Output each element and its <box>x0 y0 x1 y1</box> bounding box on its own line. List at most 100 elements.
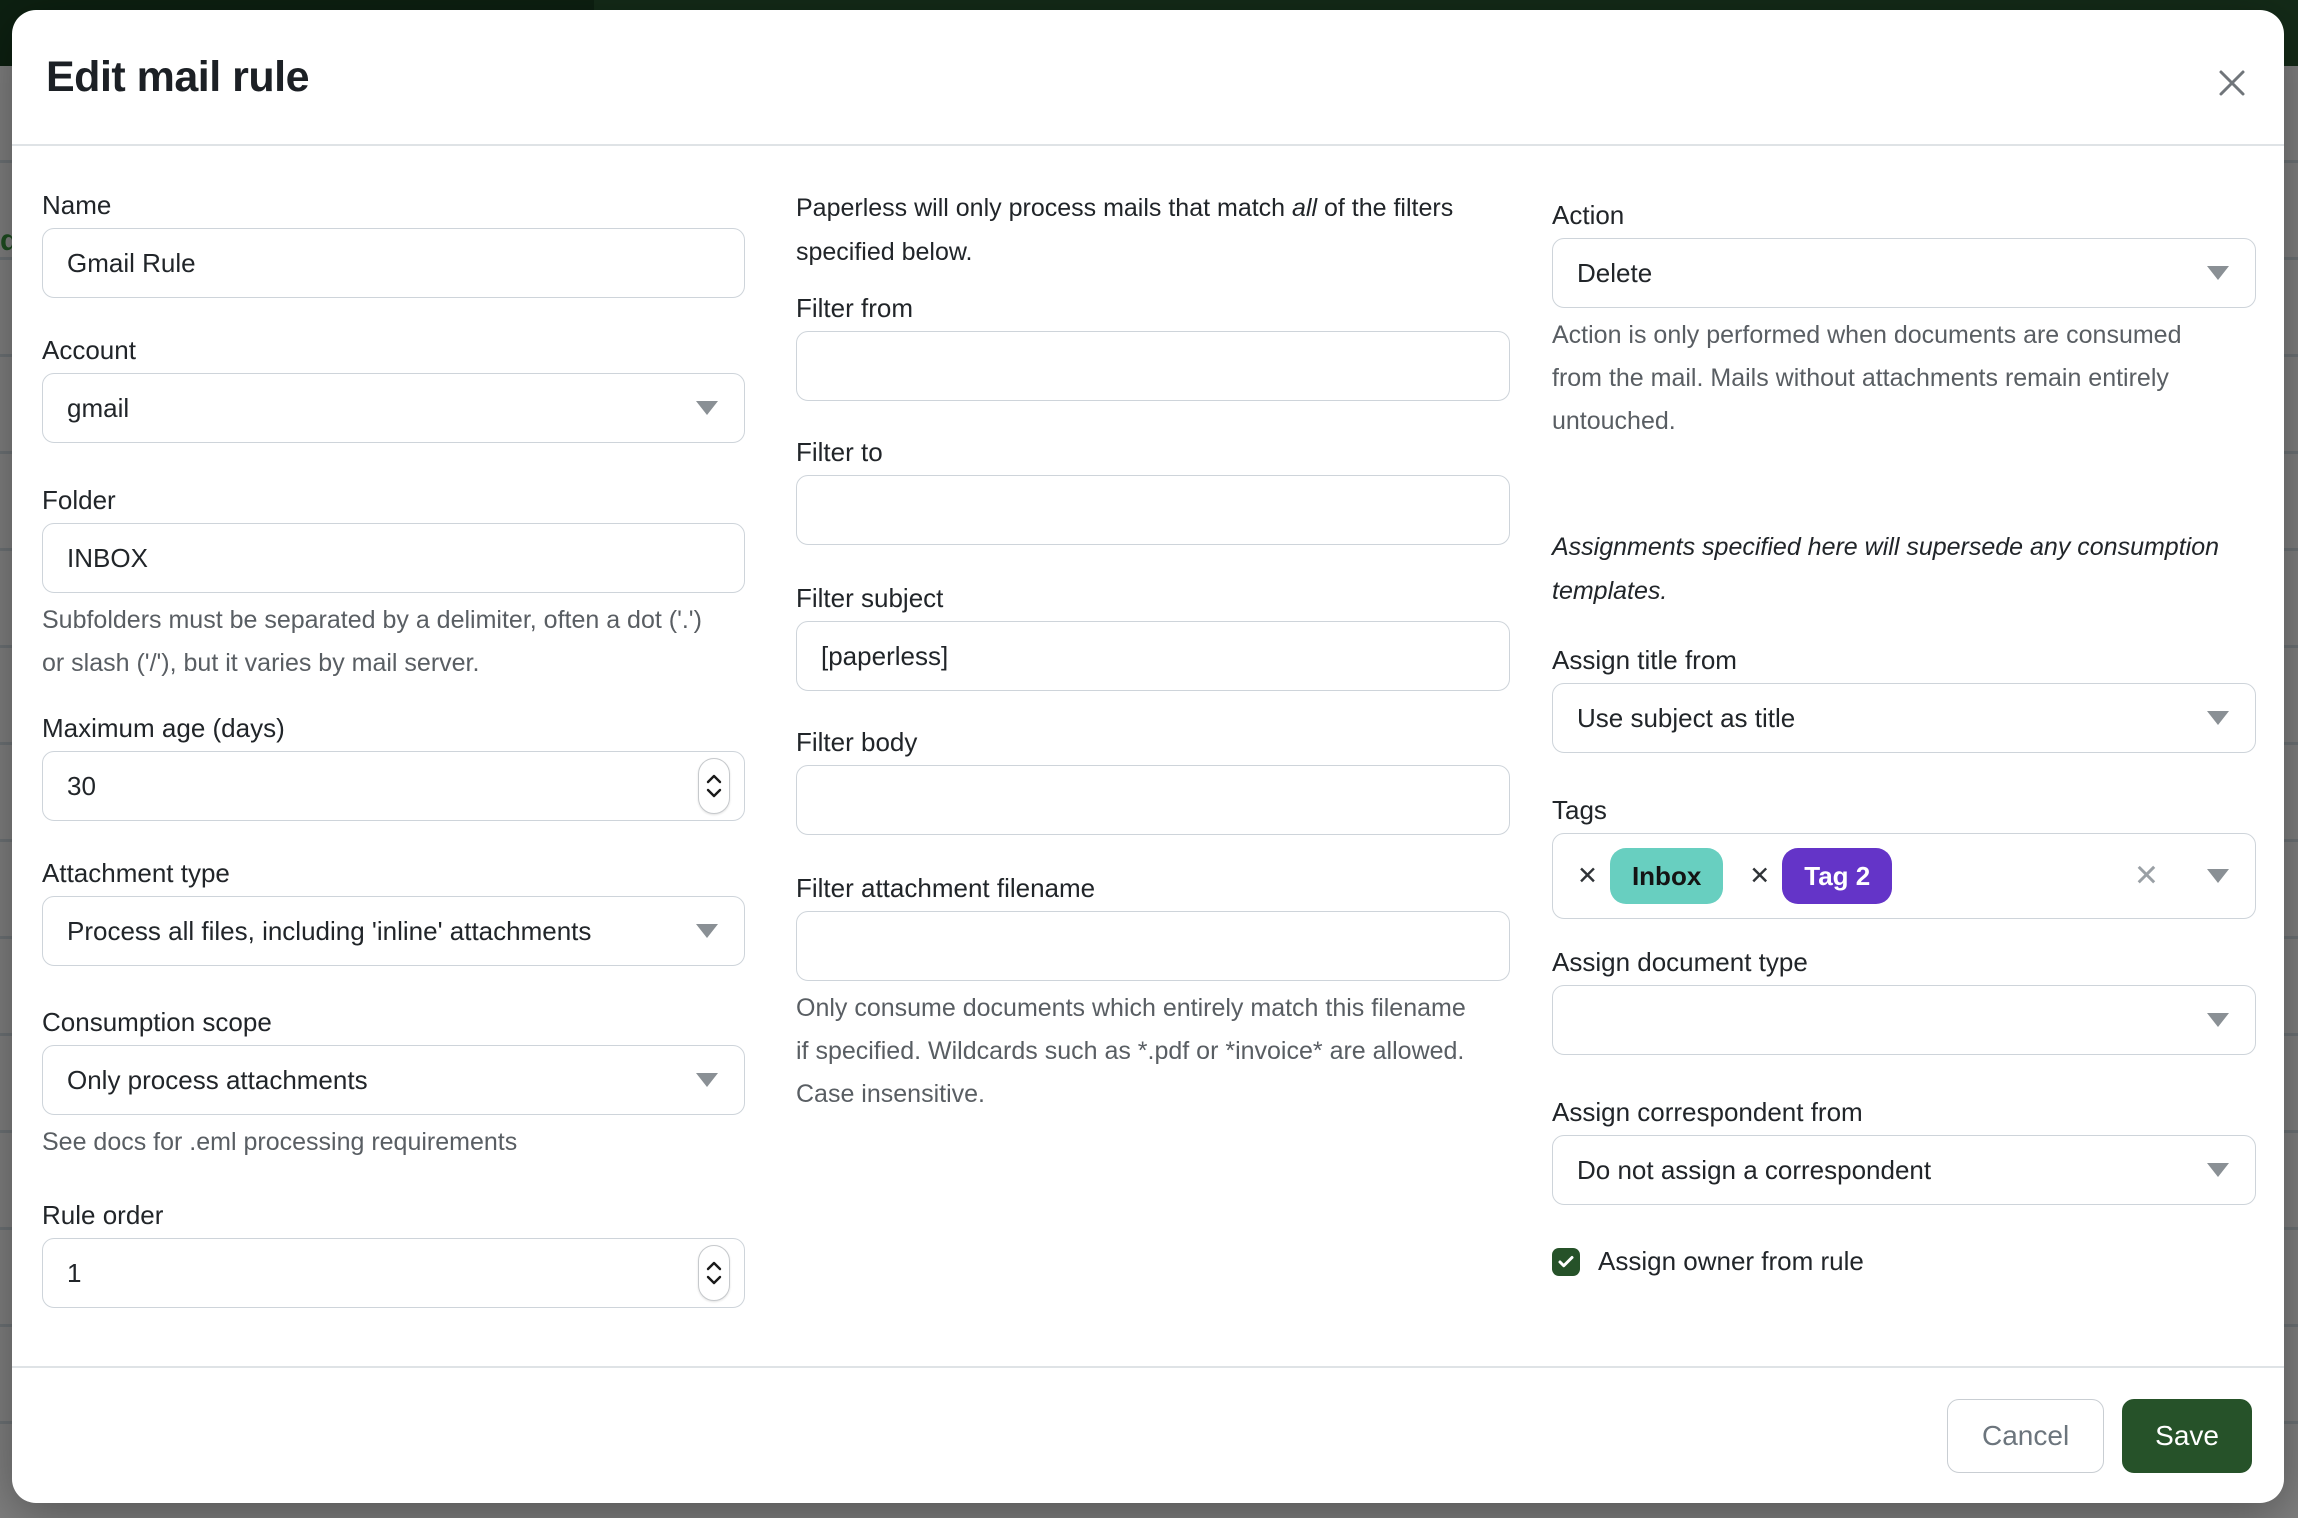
attachment-type-group: Attachment type Process all files, inclu… <box>42 856 745 966</box>
chevron-down-icon <box>2207 1163 2229 1177</box>
filter-subject-label: Filter subject <box>796 583 944 613</box>
action-label: Action <box>1552 200 1625 230</box>
max-age-input[interactable]: 30 <box>42 751 745 821</box>
filter-to-group: Filter to <box>796 435 1510 545</box>
chevron-down-icon <box>2207 266 2229 280</box>
assign-owner-group: Assign owner from rule <box>1552 1246 2256 1277</box>
clear-all-icon[interactable]: ✕ <box>2133 859 2159 893</box>
rule-order-group: Rule order 1 <box>42 1198 745 1308</box>
assign-doctype-select[interactable] <box>1552 985 2256 1055</box>
account-group: Account gmail <box>42 333 745 443</box>
remove-tag-icon[interactable]: ✕ <box>1577 862 1598 890</box>
assignments-note: Assignments specified here will supersed… <box>1552 525 2256 613</box>
background-page-right <box>2284 66 2298 1518</box>
dialog-title: Edit mail rule <box>46 52 310 101</box>
chevron-up-icon <box>706 774 722 784</box>
tags-select[interactable]: ✕ Inbox ✕ Tag 2 ✕ <box>1552 833 2256 919</box>
chevron-up-icon <box>706 1261 722 1271</box>
assign-owner-checkbox[interactable] <box>1552 1247 1580 1276</box>
filters-intro-line2: specified below. <box>796 238 973 266</box>
attachment-type-label: Attachment type <box>42 858 230 888</box>
tag-chip: Tag 2 <box>1782 848 1893 904</box>
assign-correspondent-select[interactable]: Do not assign a correspondent <box>1552 1135 2256 1205</box>
close-button[interactable] <box>2210 62 2254 106</box>
filter-filename-group: Filter attachment filename Only consume … <box>796 871 1510 1116</box>
filter-from-input[interactable] <box>796 331 1510 401</box>
assign-correspondent-group: Assign correspondent from Do not assign … <box>1552 1095 2256 1205</box>
tags-group: Tags ✕ Inbox ✕ Tag 2 ✕ <box>1552 793 2256 919</box>
assignments-note-line: templates. <box>1552 577 1668 605</box>
consumption-scope-label: Consumption scope <box>42 1007 272 1037</box>
action-group: Action Delete Action is only performed w… <box>1552 198 2256 443</box>
dialog-footer: Cancel Save <box>12 1366 2284 1503</box>
number-stepper[interactable] <box>698 1245 730 1301</box>
filter-filename-help-line: Only consume documents which entirely ma… <box>796 994 1466 1022</box>
assign-doctype-group: Assign document type <box>1552 945 2256 1055</box>
chevron-down-icon <box>706 1275 722 1285</box>
assign-title-value: Use subject as title <box>1577 702 1796 733</box>
folder-label: Folder <box>42 485 116 515</box>
filter-to-label: Filter to <box>796 437 883 467</box>
filters-intro-line1: Paperless will only process mails that m… <box>796 194 1454 222</box>
edit-mail-rule-dialog: Edit mail rule Name Gmail Rule Account g… <box>12 10 2284 1503</box>
folder-group: Folder INBOX Subfolders must be separate… <box>42 483 745 685</box>
chevron-down-icon <box>696 924 718 938</box>
close-icon <box>2217 68 2247 101</box>
chevron-down-icon <box>696 401 718 415</box>
rule-order-value: 1 <box>67 1257 82 1288</box>
filter-body-input[interactable] <box>796 765 1510 835</box>
rule-order-input[interactable]: 1 <box>42 1238 745 1308</box>
action-select[interactable]: Delete <box>1552 238 2256 308</box>
save-button[interactable]: Save <box>2122 1398 2252 1473</box>
filter-to-input[interactable] <box>796 475 1510 545</box>
action-help-line: from the mail. Mails without attachments… <box>1552 364 2169 392</box>
filter-filename-help-line: if specified. Wildcards such as *.pdf or… <box>796 1037 1465 1065</box>
max-age-value: 30 <box>67 770 96 801</box>
action-help-line: untouched. <box>1552 407 1676 435</box>
chevron-down-icon <box>2207 711 2229 725</box>
filter-from-group: Filter from <box>796 291 1510 401</box>
account-value: gmail <box>67 392 130 423</box>
consumption-scope-value: Only process attachments <box>67 1064 368 1095</box>
cancel-button[interactable]: Cancel <box>1947 1398 2105 1473</box>
consumption-scope-help: See docs for .eml processing requirement… <box>42 1128 518 1156</box>
folder-help-line: or slash ('/'), but it varies by mail se… <box>42 649 480 677</box>
tags-label: Tags <box>1552 795 1607 825</box>
filter-subject-group: Filter subject [paperless] <box>796 581 1510 691</box>
folder-help: Subfolders must be separated by a delimi… <box>42 599 745 685</box>
filter-filename-input[interactable] <box>796 911 1510 981</box>
chevron-down-icon <box>2207 1013 2229 1027</box>
remove-tag-icon[interactable]: ✕ <box>1749 862 1771 890</box>
assign-title-select[interactable]: Use subject as title <box>1552 683 2256 753</box>
max-age-group: Maximum age (days) 30 <box>42 711 745 821</box>
account-select[interactable]: gmail <box>42 373 745 443</box>
rule-order-label: Rule order <box>42 1200 164 1230</box>
attachment-type-select[interactable]: Process all files, including 'inline' at… <box>42 896 745 966</box>
filter-subject-input[interactable]: [paperless] <box>796 621 1510 691</box>
filter-filename-help: Only consume documents which entirely ma… <box>796 987 1510 1116</box>
assign-correspondent-value: Do not assign a correspondent <box>1577 1154 1932 1185</box>
consumption-scope-group: Consumption scope Only process attachmen… <box>42 1005 745 1164</box>
filter-filename-help-line: Case insensitive. <box>796 1080 985 1108</box>
tag-chip: Inbox <box>1609 848 1724 904</box>
assign-title-label: Assign title from <box>1552 645 1737 675</box>
assign-owner-label: Assign owner from rule <box>1598 1246 1864 1276</box>
action-value: Delete <box>1577 257 1653 288</box>
attachment-type-value: Process all files, including 'inline' at… <box>67 915 592 946</box>
folder-input[interactable]: INBOX <box>42 523 745 593</box>
action-help: Action is only performed when documents … <box>1552 314 2256 443</box>
assignments-note-line: Assignments specified here will supersed… <box>1552 533 2220 561</box>
number-stepper[interactable] <box>698 758 730 814</box>
assign-title-group: Assign title from Use subject as title <box>1552 643 2256 753</box>
background-page-left <box>0 66 12 1518</box>
assign-doctype-label: Assign document type <box>1552 947 1808 977</box>
filter-filename-label: Filter attachment filename <box>796 873 1096 903</box>
consumption-scope-select[interactable]: Only process attachments <box>42 1045 745 1115</box>
max-age-label: Maximum age (days) <box>42 713 285 743</box>
folder-help-line: Subfolders must be separated by a delimi… <box>42 606 702 634</box>
name-input[interactable]: Gmail Rule <box>42 228 745 298</box>
filter-from-label: Filter from <box>796 293 913 323</box>
chevron-down-icon <box>706 788 722 798</box>
name-label: Name <box>42 190 112 220</box>
dialog-header: Edit mail rule <box>12 10 2284 146</box>
